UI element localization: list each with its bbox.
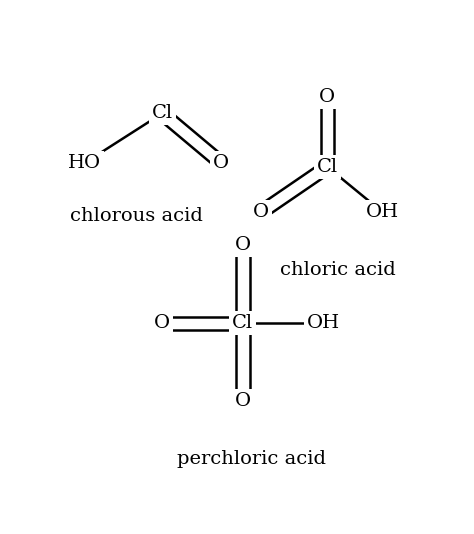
Text: OH: OH [307, 314, 340, 332]
Text: perchloric acid: perchloric acid [177, 450, 326, 468]
Text: HO: HO [68, 154, 101, 172]
Text: O: O [213, 154, 229, 172]
Text: O: O [154, 314, 170, 332]
Text: Cl: Cl [232, 314, 254, 332]
Text: chloric acid: chloric acid [280, 261, 395, 279]
Text: O: O [235, 392, 251, 410]
Text: Cl: Cl [152, 105, 173, 122]
Text: chlorous acid: chlorous acid [70, 207, 203, 225]
Text: Cl: Cl [317, 158, 338, 176]
Text: O: O [235, 236, 251, 254]
Text: O: O [319, 88, 336, 106]
Text: O: O [253, 203, 269, 221]
Text: OH: OH [366, 203, 399, 221]
